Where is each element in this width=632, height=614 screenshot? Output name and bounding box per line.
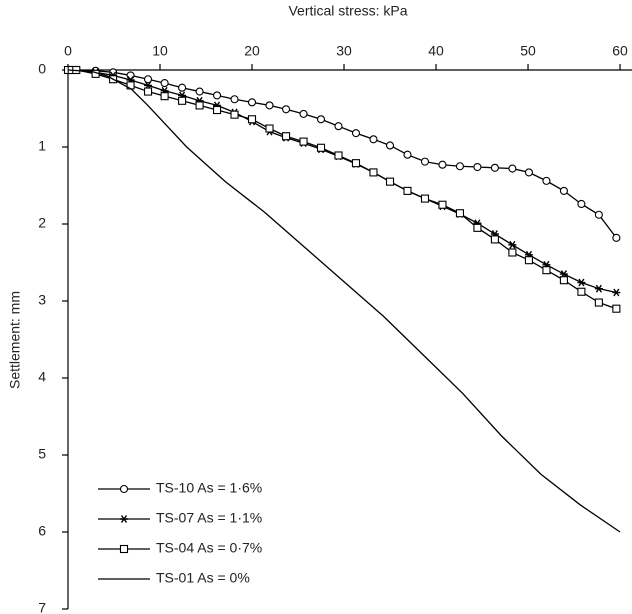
marker-square [577, 287, 586, 296]
marker-asterisk [612, 288, 621, 297]
marker-square [542, 266, 551, 275]
marker-square [119, 544, 129, 554]
marker-square [160, 92, 169, 101]
marker-square [247, 115, 257, 124]
series-line [68, 69, 617, 310]
marker-circle [577, 199, 586, 209]
marker-square [420, 194, 430, 203]
marker-square [559, 276, 568, 285]
legend-label: TS-10 As = 1·6% [156, 480, 262, 496]
marker-circle [195, 87, 204, 96]
series-line [68, 69, 617, 239]
marker-circle [178, 83, 187, 92]
marker-square [230, 110, 239, 119]
marker-square [438, 200, 447, 209]
series-line [68, 69, 617, 294]
marker-square [334, 151, 343, 160]
marker-circle [282, 105, 291, 114]
y-tick-label: 6 [38, 523, 46, 539]
marker-circle [612, 233, 621, 242]
x-tick-label: 0 [64, 43, 72, 59]
marker-asterisk [577, 278, 586, 287]
y-tick-label: 0 [38, 61, 46, 77]
marker-square [282, 132, 291, 141]
x-tick-label: 60 [612, 43, 628, 59]
legend-label: TS-01 As = 0% [156, 570, 250, 586]
marker-circle [508, 164, 517, 173]
x-tick-label: 30 [336, 43, 352, 59]
marker-square [612, 304, 621, 313]
marker-square [265, 124, 274, 133]
marker-square [403, 186, 412, 195]
marker-circle [160, 79, 169, 88]
marker-square [508, 248, 517, 257]
marker-square [369, 168, 378, 177]
marker-asterisk [594, 284, 603, 293]
marker-circle [126, 71, 135, 80]
marker-square [473, 223, 482, 232]
marker-square [143, 87, 153, 96]
marker-circle [594, 210, 603, 219]
marker-asterisk [120, 515, 128, 523]
marker-square [455, 209, 464, 218]
marker-circle [455, 162, 464, 171]
y-axis-title: Settlement: mm [7, 291, 23, 389]
marker-circle [385, 141, 395, 150]
y-tick-label: 1 [38, 138, 46, 154]
legend-label: TS-07 As = 1·1% [156, 510, 262, 526]
marker-square [524, 256, 534, 265]
marker-square [594, 298, 603, 307]
marker-circle [213, 91, 222, 100]
marker-circle [369, 135, 378, 144]
marker-circle [403, 150, 412, 159]
marker-square [178, 96, 187, 105]
marker-circle [473, 162, 482, 172]
marker-asterisk [508, 240, 517, 249]
marker-square [316, 143, 326, 152]
marker-circle [524, 168, 534, 177]
marker-circle [316, 115, 326, 124]
marker-circle [299, 109, 308, 118]
marker-square [299, 137, 308, 146]
marker-circle [265, 101, 274, 110]
y-tick-label: 4 [38, 369, 46, 385]
x-tick-label: 10 [152, 43, 168, 59]
marker-circle [247, 98, 257, 107]
marker-circle [559, 186, 568, 195]
y-tick-label: 7 [38, 600, 46, 614]
legend-label: TS-04 As = 0·7% [156, 540, 262, 556]
marker-circle [351, 129, 361, 138]
marker-square [385, 177, 395, 186]
x-tick-label: 40 [428, 43, 444, 59]
marker-circle [490, 163, 499, 172]
series-line [67, 69, 621, 533]
marker-square [351, 159, 361, 168]
y-tick-label: 2 [38, 215, 46, 231]
marker-circle [334, 122, 343, 131]
marker-square [195, 101, 204, 110]
marker-square [490, 235, 499, 244]
marker-circle [119, 484, 129, 494]
y-tick-label: 5 [38, 446, 46, 462]
y-tick-label: 3 [38, 292, 46, 308]
x-axis-title: Vertical stress: kPa [288, 3, 407, 19]
x-tick-label: 20 [244, 43, 260, 59]
marker-circle [542, 176, 551, 185]
marker-circle [438, 160, 447, 169]
marker-circle [230, 95, 239, 104]
marker-circle [143, 75, 153, 84]
marker-circle [420, 157, 430, 166]
x-tick-label: 50 [520, 43, 536, 59]
marker-square [213, 105, 222, 115]
